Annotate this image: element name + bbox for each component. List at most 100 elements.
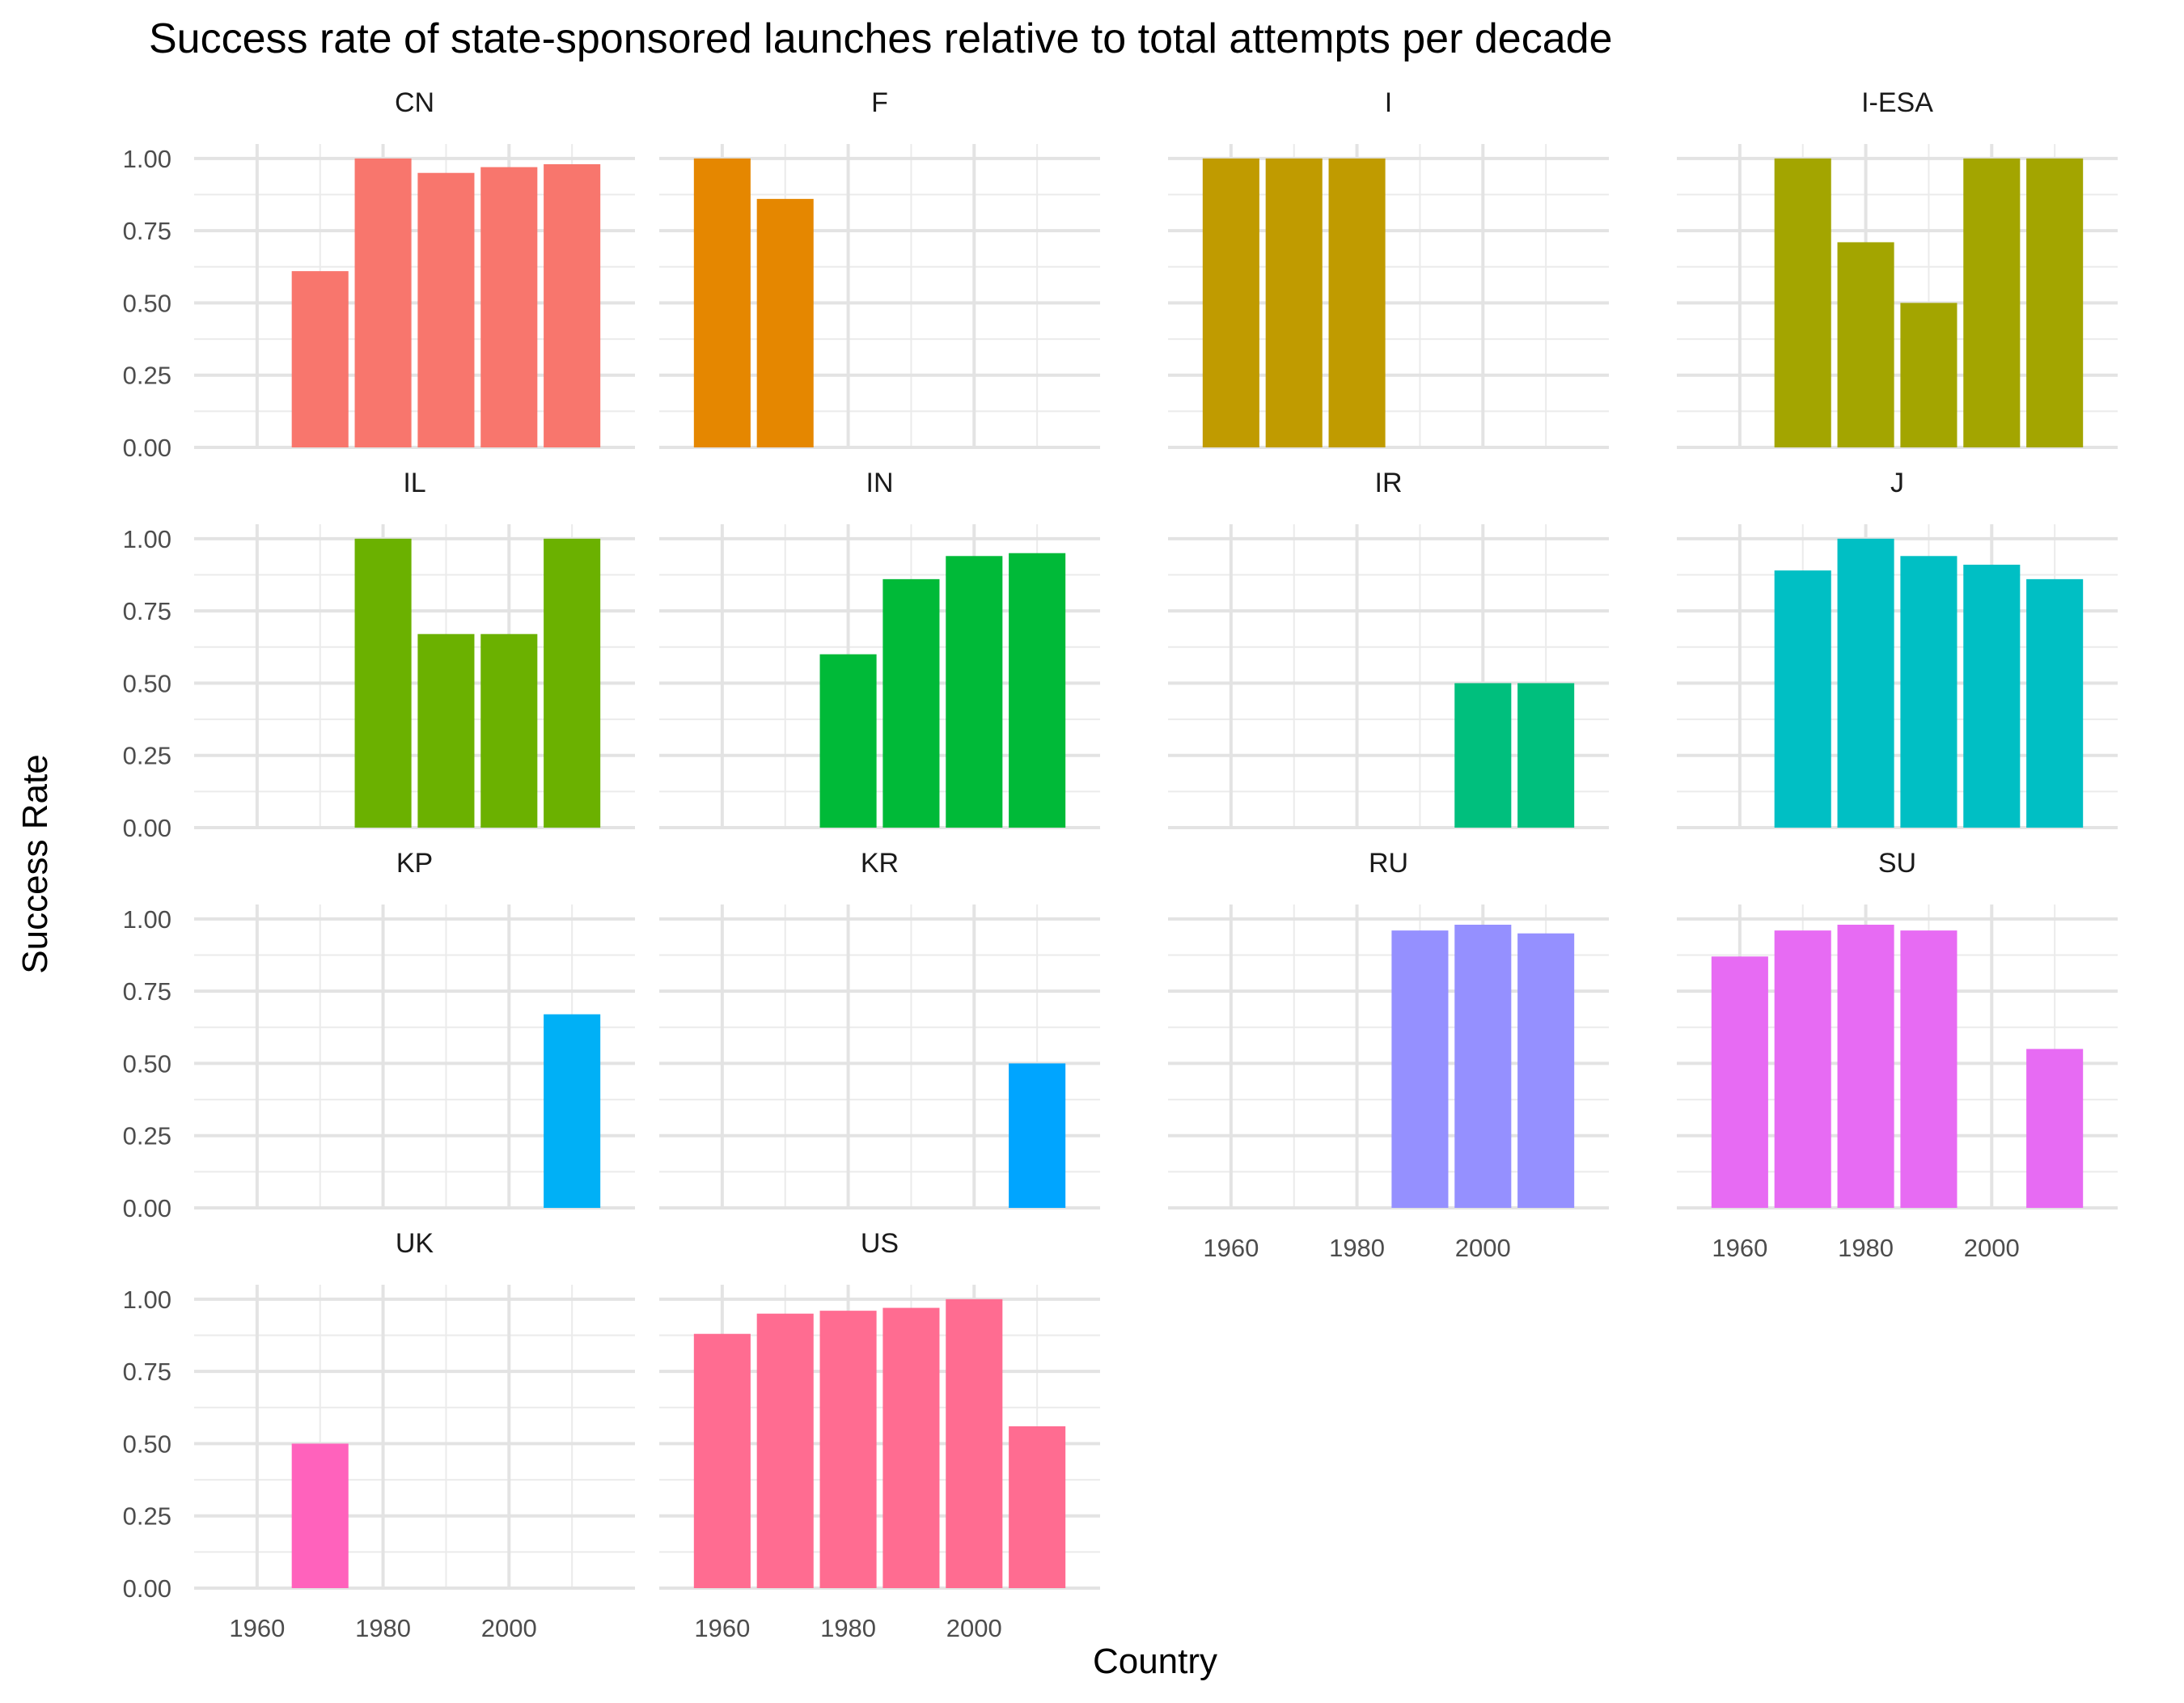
x-tick-label: 2000	[1455, 1234, 1511, 1262]
bar-il-1990	[417, 633, 475, 828]
x-tick-label: 1980	[1329, 1234, 1385, 1262]
bar-j-1980	[1837, 538, 1894, 828]
y-tick-label: 0.50	[123, 1430, 171, 1458]
bar-uk-1970	[291, 1443, 349, 1588]
y-tick-label: 1.00	[123, 1286, 171, 1314]
bar-cn-2010	[544, 164, 601, 447]
bar-j-2010	[2026, 578, 2084, 828]
bar-cn-1970	[291, 271, 349, 447]
y-tick-label: 1.00	[123, 525, 171, 553]
bar-cn-2000	[480, 167, 538, 448]
facet-label: IL	[403, 468, 425, 498]
bar-ru-2000	[1454, 925, 1512, 1208]
bar-i-1970	[1265, 158, 1323, 447]
bar-su-1990	[1900, 930, 1958, 1208]
bar-in-2000	[946, 556, 1003, 828]
bar-us-2000	[946, 1298, 1003, 1588]
bar-il-2010	[544, 538, 601, 828]
facet-label: I	[1385, 87, 1392, 118]
facet-panel-ru: RU 1960 1980 2000	[1168, 848, 1609, 1262]
bar-j-2000	[1963, 565, 2021, 828]
facet-panel-j: J	[1677, 468, 2118, 829]
bar-ir-2000	[1454, 683, 1512, 828]
bar-i-1960	[1202, 158, 1259, 447]
facet-panel-i-esa: I-ESA	[1677, 87, 2118, 449]
x-tick-label: 1980	[355, 1614, 411, 1642]
facet-panel-in: IN	[659, 468, 1100, 829]
y-tick-label: 0.25	[123, 362, 171, 390]
bar-j-1990	[1900, 556, 1958, 828]
facet-panel-su: SU 1960 1980 2000	[1677, 848, 2118, 1262]
facet-panel-kr: KR	[659, 848, 1100, 1209]
facet-label: KP	[396, 848, 433, 879]
bar-us-1980	[819, 1311, 877, 1588]
y-tick-label: 1.00	[123, 905, 171, 934]
chart-title: Success rate of state-sponsored launches…	[149, 15, 1612, 62]
bar-i-esa-1990	[1900, 303, 1958, 447]
y-tick-label: 0.00	[123, 814, 171, 842]
y-tick-label: 0.00	[123, 1574, 171, 1603]
bar-il-1980	[354, 538, 412, 828]
bar-cn-1990	[417, 172, 475, 447]
facet-label: RU	[1369, 848, 1408, 879]
bar-j-1970	[1774, 570, 1831, 828]
y-tick-label: 0.25	[123, 742, 171, 770]
y-tick-label: 0.25	[123, 1122, 171, 1150]
y-tick-label: 0.75	[123, 1358, 171, 1386]
facet-label: IN	[866, 468, 894, 498]
facet-panels: CN 0.00 0.25 0.50 0.75 1.00 F I I-ESA IL 0.00 0.25 0…	[123, 87, 2118, 1642]
bar-su-1970	[1774, 930, 1831, 1208]
x-tick-label: 1960	[229, 1614, 285, 1642]
y-tick-label: 0.25	[123, 1502, 171, 1531]
y-tick-label: 0.50	[123, 669, 171, 697]
facet-label: UK	[396, 1228, 434, 1259]
y-tick-label: 0.75	[123, 217, 171, 245]
facet-label: I-ESA	[1861, 87, 1933, 118]
facet-label: IR	[1375, 468, 1403, 498]
facet-panel-il: IL 0.00 0.25 0.50 0.75 1.00	[123, 468, 635, 842]
y-tick-label: 0.75	[123, 597, 171, 625]
bar-i-esa-1970	[1774, 158, 1831, 447]
x-axis-label: Country	[1093, 1642, 1217, 1681]
bar-i-esa-2010	[2026, 158, 2084, 447]
facet-label: F	[871, 87, 888, 118]
bar-us-1960	[693, 1333, 751, 1588]
bar-us-1990	[882, 1307, 940, 1588]
y-axis-label: Success Rate	[15, 754, 55, 973]
facet-panel-i: I	[1168, 87, 1609, 449]
facet-label: J	[1890, 468, 1904, 498]
bar-kp-2010	[544, 1014, 601, 1208]
bar-i-1980	[1328, 158, 1386, 447]
y-tick-label: 0.75	[123, 977, 171, 1006]
facet-label: US	[861, 1228, 899, 1259]
facet-panel-us: US 1960 1980 2000	[659, 1228, 1100, 1642]
y-tick-label: 1.00	[123, 145, 171, 173]
facet-panel-uk: UK 0.00 0.25 0.50 0.75 1.00 1960 1980 2000	[123, 1228, 635, 1642]
bar-i-esa-2000	[1963, 158, 2021, 447]
facet-label: SU	[1878, 848, 1916, 879]
y-tick-label: 0.50	[123, 1049, 171, 1078]
facet-label: KR	[861, 848, 899, 879]
x-tick-label: 2000	[1964, 1234, 2020, 1262]
x-tick-label: 1960	[694, 1614, 750, 1642]
bar-in-1990	[882, 578, 940, 828]
bar-su-1960	[1711, 956, 1768, 1208]
bar-ru-2010	[1517, 933, 1575, 1208]
bar-i-esa-1980	[1837, 242, 1894, 447]
x-tick-label: 1960	[1712, 1234, 1767, 1262]
bar-f-1960	[693, 158, 751, 447]
x-tick-label: 1980	[820, 1614, 876, 1642]
x-tick-label: 2000	[481, 1614, 537, 1642]
facet-panel-cn: CN 0.00 0.25 0.50 0.75 1.00	[123, 87, 635, 462]
bar-us-1970	[756, 1313, 814, 1588]
bar-in-2010	[1009, 553, 1066, 828]
x-tick-label: 1960	[1203, 1234, 1259, 1262]
bar-f-1970	[756, 198, 814, 447]
facet-panel-f: F	[659, 87, 1100, 449]
bar-kr-2010	[1009, 1063, 1066, 1208]
bar-ru-1990	[1391, 930, 1449, 1208]
facet-panel-kp: KP 0.00 0.25 0.50 0.75 1.00	[123, 848, 635, 1222]
y-tick-label: 0.50	[123, 289, 171, 317]
